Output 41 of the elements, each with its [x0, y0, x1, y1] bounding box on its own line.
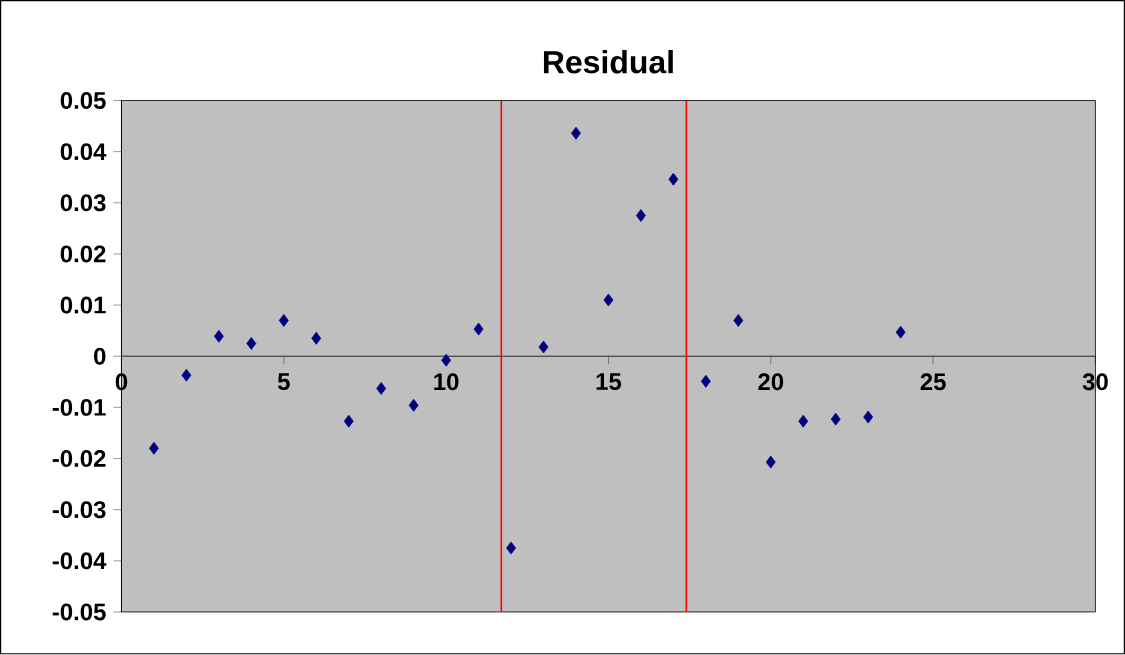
y-tick-label: 0.05 [60, 92, 106, 110]
point [343, 415, 354, 428]
x-tick-label: 25 [920, 373, 946, 391]
x-tick-label: 20 [758, 373, 784, 391]
point [895, 326, 906, 339]
point [376, 382, 387, 396]
y-tick-label: 0.02 [60, 245, 106, 263]
point [506, 541, 516, 555]
y-tick-label: -0.05 [52, 603, 106, 621]
x-tick-label: 10 [434, 373, 459, 391]
point [311, 332, 322, 345]
x-tick-label: 15 [596, 373, 622, 391]
point [246, 337, 257, 351]
point [733, 314, 744, 328]
point [473, 322, 484, 336]
y-tick-label: -0.01 [52, 399, 106, 417]
y-tick-label: 0.01 [60, 296, 106, 314]
point [863, 410, 874, 424]
point [278, 314, 289, 328]
y-tick-label: -0.04 [52, 552, 107, 570]
y-tick-label: -0.03 [52, 501, 106, 519]
y-tick-label: 0 [94, 347, 106, 365]
x-tick-label: 5 [277, 373, 290, 391]
point [668, 173, 679, 186]
point [181, 369, 192, 382]
y-tick-label: 0.04 [60, 143, 107, 161]
y-tick-label: -0.02 [52, 450, 106, 468]
point [603, 293, 614, 307]
point [798, 415, 809, 428]
point [213, 330, 224, 343]
point [441, 354, 452, 367]
point [700, 375, 711, 388]
chart-title: Residual [543, 50, 673, 74]
point [765, 455, 776, 469]
point [408, 399, 419, 412]
point [149, 442, 159, 455]
point [636, 209, 646, 223]
point [571, 127, 581, 140]
point [830, 412, 841, 426]
point [538, 340, 549, 354]
y-tick-label: 0.03 [60, 194, 106, 212]
